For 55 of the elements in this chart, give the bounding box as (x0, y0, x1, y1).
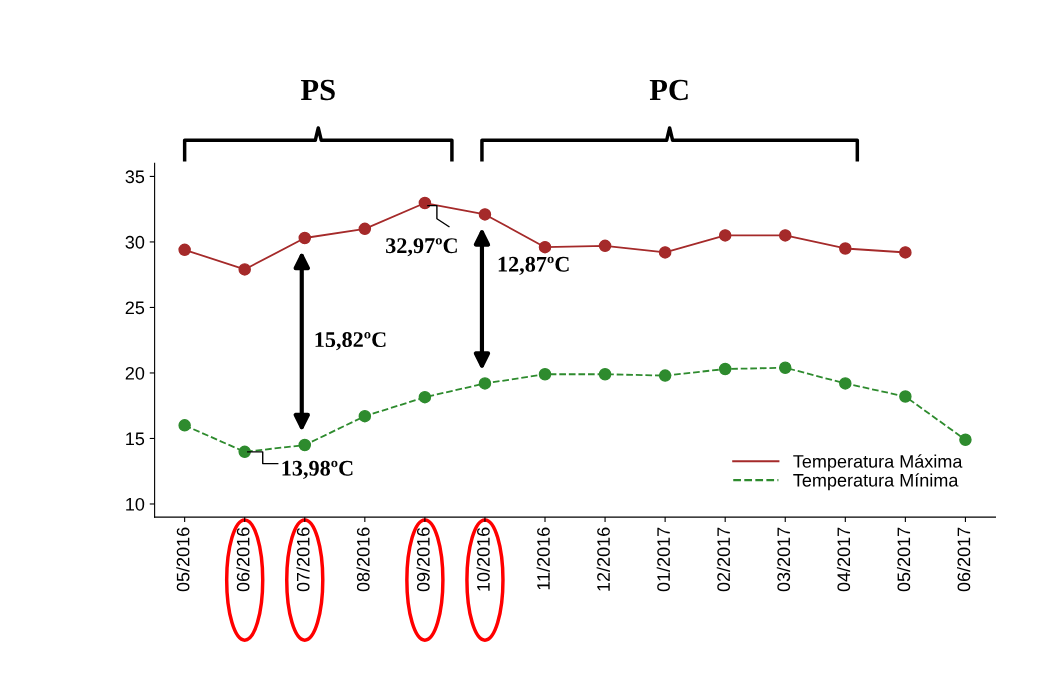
point (238, 445, 251, 459)
point (778, 229, 792, 242)
point (358, 222, 372, 236)
x-tick-label: 05/2017 (896, 527, 911, 592)
y-tick-label: 30 (125, 235, 145, 249)
point (899, 390, 912, 403)
point (538, 368, 552, 381)
point (178, 243, 191, 257)
x-tick-label: 03/2017 (776, 527, 791, 592)
point (178, 419, 191, 432)
point (598, 239, 612, 253)
y-tick-label: 35 (125, 170, 145, 184)
text: PS (300, 79, 335, 101)
x-tick-label: 08/2016 (356, 527, 370, 592)
x-tick-label: 09/2016 (416, 527, 430, 592)
y-tick-label: 10 (126, 497, 145, 511)
point (718, 362, 732, 376)
point (718, 229, 732, 242)
annotation: 12,87ºC (498, 256, 569, 275)
x-tick-label: 06/2016 (236, 527, 250, 592)
point (478, 208, 492, 221)
point (418, 390, 432, 404)
point (358, 409, 372, 423)
point (538, 240, 552, 254)
point (238, 263, 251, 276)
point (418, 196, 432, 210)
annotation: 13,98ºC (282, 460, 353, 479)
point (298, 438, 312, 452)
point (839, 242, 852, 255)
x-tick-label: 06/2017 (957, 527, 971, 592)
x-tick-label: 05/2016 (176, 527, 190, 592)
point (658, 246, 672, 259)
point (959, 433, 972, 447)
x-tick-label: 07/2016 (296, 527, 310, 592)
x-tick-label: 04/2017 (836, 527, 851, 592)
y-tick-label: 20 (125, 366, 145, 380)
annotation: 32,97ºC (386, 238, 457, 257)
x-tick-label: 10/2016 (476, 527, 490, 591)
y-tick-label: 15 (126, 432, 145, 446)
point (298, 231, 312, 245)
y-tick-label: 25 (125, 301, 145, 315)
x-tick-label: 02/2017 (716, 527, 731, 592)
point (478, 377, 492, 390)
text: PC (649, 79, 688, 101)
point (839, 377, 852, 390)
annotation: 15,82ºC (315, 332, 386, 351)
point (778, 361, 792, 374)
x-tick-label: 01/2017 (656, 527, 670, 592)
point (598, 368, 612, 381)
point (899, 246, 912, 259)
point (658, 369, 672, 382)
x-tick-label: 12/2016 (596, 527, 610, 591)
legend-label: Temperatura Máxima (793, 454, 963, 472)
legend-label: Temperatura Mínima (793, 473, 959, 491)
x-tick-label: 11/2016 (536, 527, 550, 590)
